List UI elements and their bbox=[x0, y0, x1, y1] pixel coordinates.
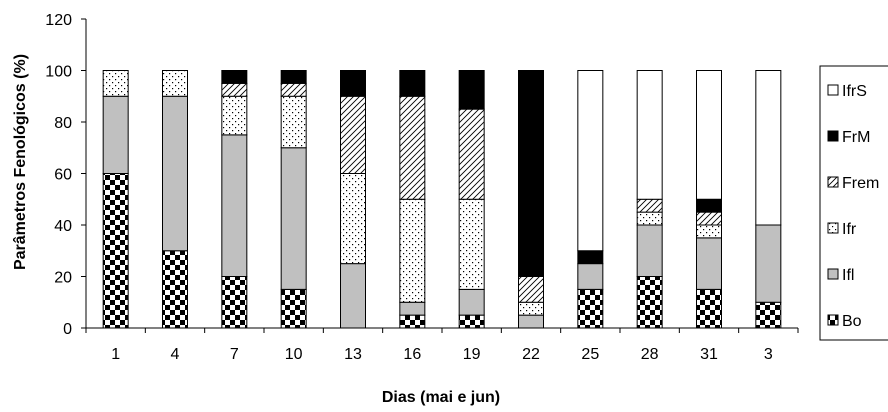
bars bbox=[102, 70, 782, 329]
bar-segment-bo bbox=[636, 276, 663, 329]
bar-segment-ifrs bbox=[696, 70, 722, 200]
bar-segment-frm bbox=[458, 70, 485, 110]
x-tick-label: 10 bbox=[285, 346, 303, 363]
bar-segment-frm bbox=[340, 70, 366, 97]
x-tick-label: 25 bbox=[581, 346, 599, 363]
bar-segment-ifr bbox=[518, 301, 544, 316]
bar-segment-ifr bbox=[280, 95, 307, 149]
bar-segment-ifl bbox=[399, 301, 426, 316]
legend-label-frm: FrM bbox=[842, 129, 870, 146]
legend-swatch-ifr bbox=[827, 222, 839, 234]
bar-segment-ifr bbox=[696, 224, 722, 239]
bar-segment-frem bbox=[458, 108, 485, 200]
bar-segment-frm bbox=[518, 70, 544, 277]
x-tick-label: 31 bbox=[700, 346, 718, 363]
bar-segment-frem bbox=[636, 198, 663, 213]
legend: IfrS FrM Frem Ifr Ifl Bo bbox=[819, 65, 888, 341]
bar-segment-ifl bbox=[458, 288, 485, 316]
bar-segment-ifr bbox=[458, 198, 485, 290]
x-tick-label: 7 bbox=[230, 346, 239, 363]
y-axis-title: Parâmetros Fenológicos (%) bbox=[12, 54, 29, 270]
bar-segment-bo bbox=[399, 314, 426, 329]
bar-segment-frm bbox=[280, 70, 307, 84]
bar-segment-ifl bbox=[221, 134, 248, 277]
legend-label-frem: Frem bbox=[842, 175, 879, 192]
bar-segment-frm bbox=[577, 250, 604, 265]
y-tick-label: 80 bbox=[54, 115, 72, 132]
bar-segment-ifl bbox=[162, 95, 188, 252]
bar-segment-frem bbox=[221, 82, 248, 97]
bar-segment-bo bbox=[458, 314, 485, 329]
bar-segment-frm bbox=[696, 198, 722, 213]
legend-box bbox=[819, 65, 888, 341]
y-tick-label: 20 bbox=[54, 270, 72, 287]
x-tick-label: 13 bbox=[344, 346, 362, 363]
x-axis-title: Dias (mai e jun) bbox=[382, 389, 500, 406]
bar-segment-ifr bbox=[162, 70, 188, 97]
bar-segment-frm bbox=[221, 70, 248, 84]
y-axis: 0 20 40 60 80 100 120 bbox=[45, 12, 87, 338]
x-tick-label: 1 bbox=[111, 346, 120, 363]
bar-segment-ifl bbox=[518, 314, 544, 329]
bar-segment-bo bbox=[755, 301, 782, 329]
y-tick-label: 40 bbox=[54, 218, 72, 235]
legend-label-ifrs: IfrS bbox=[842, 83, 867, 100]
legend-swatch-frem bbox=[827, 176, 839, 188]
bar-segment-bo bbox=[102, 173, 129, 329]
x-axis: 1 4 7 10 13 16 19 22 25 28 31 3 bbox=[85, 327, 799, 363]
bar-segment-ifl bbox=[696, 237, 722, 290]
bar-segment-ifrs bbox=[577, 70, 604, 252]
x-tick-label: 28 bbox=[641, 346, 659, 363]
y-tick-label: 120 bbox=[45, 12, 72, 29]
bar-segment-frm bbox=[399, 70, 426, 97]
bar-segment-ifl bbox=[636, 224, 663, 277]
bar-segment-ifr bbox=[340, 173, 366, 265]
bar-segment-ifl bbox=[755, 224, 782, 303]
legend-swatch-frm bbox=[827, 130, 839, 142]
x-tick-label: 16 bbox=[403, 346, 421, 363]
y-tick-label: 0 bbox=[63, 321, 72, 338]
bar-segment-ifl bbox=[577, 263, 604, 290]
bar-segment-frem bbox=[340, 95, 366, 174]
bar-segment-frem bbox=[518, 276, 544, 303]
legend-swatch-bo bbox=[827, 314, 839, 326]
bar-segment-ifl bbox=[280, 147, 307, 290]
bar-segment-frem bbox=[696, 211, 722, 226]
bar-segment-ifrs bbox=[636, 70, 663, 200]
x-tick-label: 19 bbox=[463, 346, 481, 363]
bar-segment-bo bbox=[696, 288, 722, 329]
bar-segment-ifr bbox=[102, 70, 129, 97]
legend-swatch-ifl bbox=[827, 268, 839, 280]
x-tick-label: 4 bbox=[171, 346, 180, 363]
legend-swatch-ifrs bbox=[827, 84, 839, 96]
y-tick-label: 100 bbox=[45, 64, 72, 81]
legend-label-ifl: Ifl bbox=[842, 267, 854, 284]
bar-segment-ifrs bbox=[755, 70, 782, 226]
legend-label-bo: Bo bbox=[842, 313, 862, 330]
bar-segment-bo bbox=[221, 276, 248, 329]
bar-segment-ifr bbox=[399, 198, 426, 303]
bar-segment-ifl bbox=[340, 263, 366, 329]
bar-segment-bo bbox=[280, 288, 307, 329]
bar-segment-ifr bbox=[636, 211, 663, 226]
bar-segment-ifr bbox=[221, 95, 248, 136]
bar-segment-frem bbox=[399, 95, 426, 200]
x-tick-label: 22 bbox=[522, 346, 540, 363]
bar-segment-ifl bbox=[102, 95, 129, 174]
y-tick-label: 60 bbox=[54, 167, 72, 184]
x-tick-label: 3 bbox=[764, 346, 773, 363]
bar-segment-bo bbox=[577, 288, 604, 329]
bar-segment-frem bbox=[280, 82, 307, 97]
bar-segment-bo bbox=[162, 250, 188, 329]
legend-label-ifr: Ifr bbox=[842, 221, 857, 238]
